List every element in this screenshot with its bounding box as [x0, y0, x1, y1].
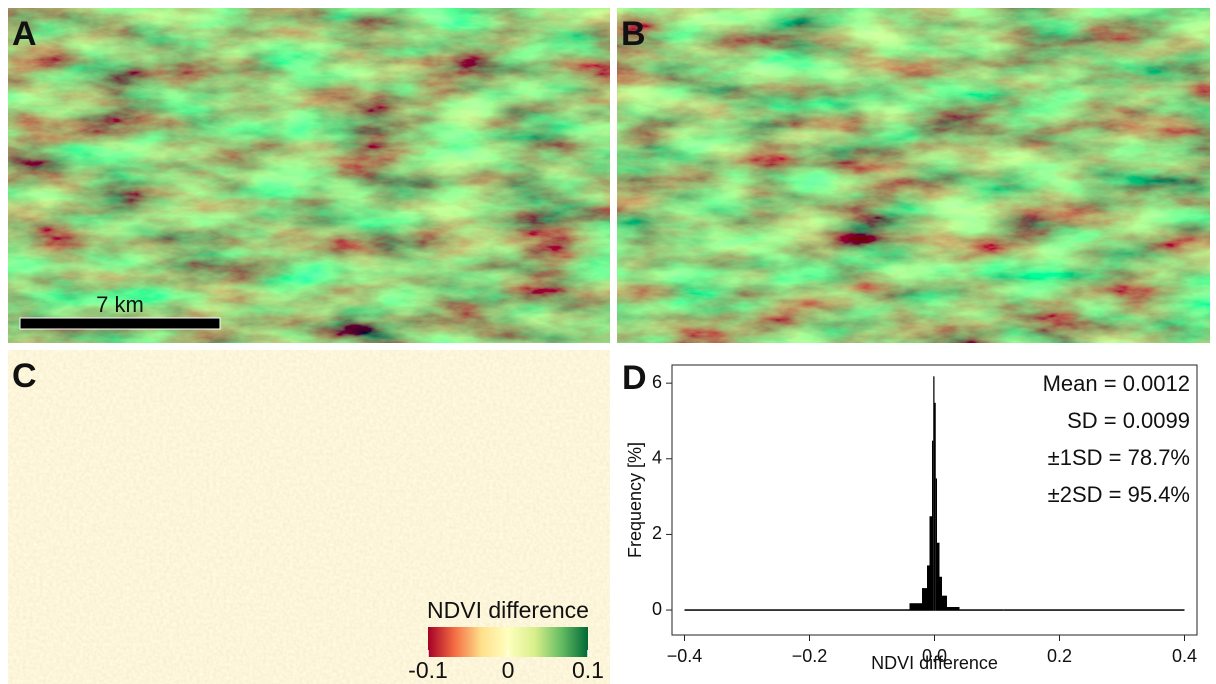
histogram-bar [1003, 609, 1185, 611]
histogram-bar [937, 542, 940, 611]
y-tick-label: 6 [652, 372, 662, 392]
annotation: ±1SD = 78.7% [1048, 445, 1190, 470]
x-axis-title: NDVI difference [871, 653, 998, 673]
y-tick-label: 2 [652, 523, 662, 543]
histogram-bar [929, 516, 932, 611]
x-tick-label: 0.0 [922, 646, 947, 666]
panel-label: C [12, 357, 37, 395]
panel-label: A [12, 15, 37, 53]
histogram-bar [909, 603, 922, 611]
satellite-texture [617, 8, 1210, 343]
colorbar-tick-label: 0.1 [572, 657, 604, 683]
colorbar-tick-label: 0 [502, 657, 515, 683]
histogram-bar [932, 440, 934, 611]
scale-bar-label: 7 km [96, 292, 144, 317]
histogram-bar [942, 595, 947, 611]
annotation: SD = 0.0099 [1067, 408, 1190, 433]
histogram-bar [872, 609, 910, 611]
scale-bar [19, 317, 221, 330]
annotation: Mean = 0.0012 [1043, 371, 1190, 396]
histogram-bar [935, 478, 937, 611]
colorbar-tick-label: -0.1 [408, 657, 448, 683]
y-axis-title: Frequency [%] [625, 442, 645, 558]
histogram-bar [947, 607, 960, 611]
x-tick-label: −0.4 [667, 646, 703, 666]
panel-d: D 0 2 4 6 −0.4 −0.2 0.0 0.2 0.4 NDVI difference Fr… [622, 359, 1198, 673]
y-tick-label: 0 [652, 599, 662, 619]
panel-a: A 7 km [8, 8, 610, 343]
panel-label: D [622, 359, 647, 397]
histogram-bar [934, 402, 936, 611]
histogram-bar [922, 588, 927, 611]
x-tick-label: 0.2 [1047, 646, 1072, 666]
histogram-bar [939, 576, 942, 611]
y-tick-label: 4 [652, 448, 662, 468]
histogram-bar [959, 609, 1004, 611]
x-tick-label: −0.2 [792, 646, 828, 666]
x-tick-label: 0.4 [1172, 646, 1197, 666]
histogram-bar [684, 609, 872, 611]
panel-label: B [621, 15, 646, 53]
colorbar-title: NDVI difference [427, 597, 589, 623]
histogram-bar [927, 565, 930, 611]
annotation: ±2SD = 95.4% [1048, 482, 1190, 507]
panel-b: B [617, 8, 1210, 343]
satellite-texture [8, 8, 610, 343]
histogram-bar [933, 376, 935, 611]
